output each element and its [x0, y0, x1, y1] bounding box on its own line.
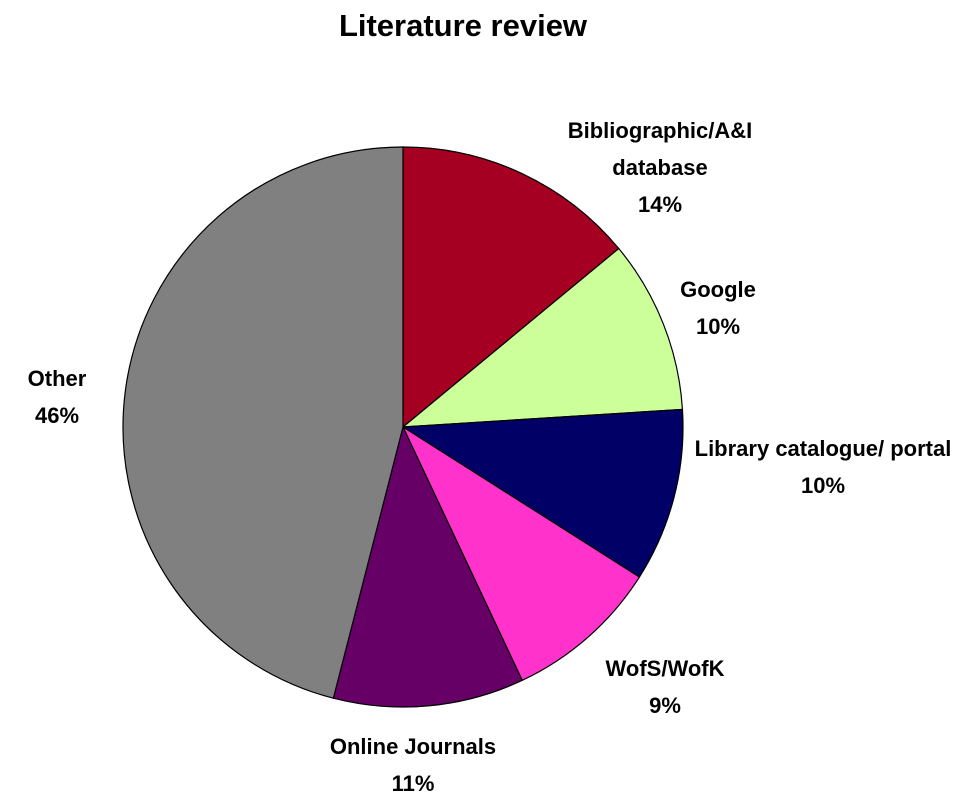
category-name: WofS/WofK — [605, 656, 725, 681]
chart-title: Literature review — [338, 8, 588, 43]
category-name: Online Journals — [329, 734, 497, 759]
slice-label: Online Journals 11% — [263, 728, 563, 802]
slice-label: WofS/WofK 9% — [565, 650, 765, 724]
pie-slice — [401, 408, 684, 578]
value-label: 10% — [800, 473, 846, 498]
value-label: 14% — [637, 192, 683, 217]
slice-label: Google 10% — [618, 271, 818, 345]
category-name: Other — [27, 366, 87, 391]
slice-label: Library catalogue/ portal 10% — [688, 430, 954, 504]
pie-slice — [402, 146, 620, 429]
value-label: 9% — [649, 693, 681, 718]
pie-slice — [332, 425, 524, 708]
pie-slice — [401, 247, 684, 428]
value-label: 10% — [695, 314, 741, 339]
pie-slice — [122, 146, 404, 699]
category-name: Library catalogue/ portal — [694, 436, 952, 461]
pie-slice — [401, 425, 641, 682]
category-name: Bibliographic/A&I database — [567, 118, 753, 180]
slice-label: Other 46% — [0, 360, 117, 434]
value-label: 11% — [391, 771, 435, 796]
category-name: Google — [680, 277, 756, 302]
slice-label: Bibliographic/A&I database 14% — [540, 112, 780, 223]
value-label: 46% — [34, 403, 80, 428]
